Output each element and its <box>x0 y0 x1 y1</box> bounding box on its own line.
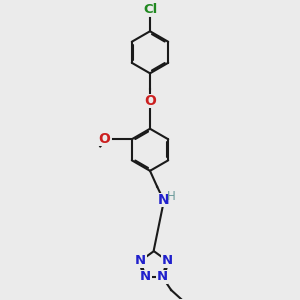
Text: Cl: Cl <box>143 3 157 16</box>
Text: O: O <box>144 94 156 108</box>
Text: N: N <box>157 270 168 283</box>
Text: H: H <box>167 190 175 203</box>
Text: N: N <box>158 193 170 207</box>
Text: O: O <box>99 132 110 146</box>
Text: N: N <box>162 254 173 267</box>
Text: N: N <box>140 270 151 283</box>
Text: N: N <box>135 254 146 267</box>
